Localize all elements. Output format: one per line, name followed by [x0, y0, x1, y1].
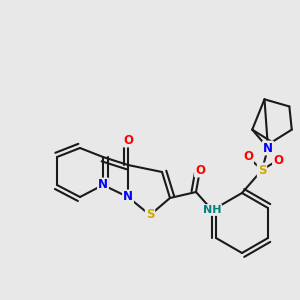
Text: O: O	[195, 164, 205, 176]
Text: NH: NH	[203, 205, 221, 215]
Text: S: S	[146, 208, 154, 221]
Text: O: O	[123, 134, 133, 146]
Text: N: N	[123, 190, 133, 203]
Text: O: O	[273, 154, 283, 166]
Text: N: N	[263, 142, 273, 154]
Text: O: O	[243, 151, 253, 164]
Text: S: S	[258, 164, 266, 176]
Text: N: N	[98, 178, 108, 191]
